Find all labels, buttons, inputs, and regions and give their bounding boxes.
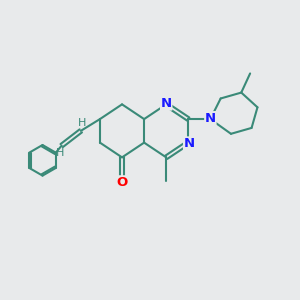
Text: N: N xyxy=(184,137,195,150)
Text: H: H xyxy=(78,118,86,128)
Text: O: O xyxy=(116,176,128,189)
Text: N: N xyxy=(160,97,172,110)
Text: H: H xyxy=(56,148,64,158)
Text: N: N xyxy=(205,112,216,125)
